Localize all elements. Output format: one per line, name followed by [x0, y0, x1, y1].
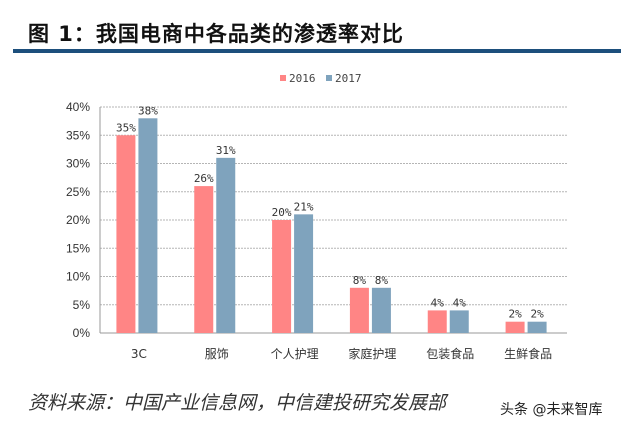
legend-swatch-2016 — [280, 75, 286, 81]
data-label: 26% — [194, 172, 214, 185]
data-label: 38% — [138, 104, 158, 117]
y-tick-label: 10% — [66, 270, 90, 284]
data-label: 4% — [453, 296, 467, 309]
legend-label: 2016 — [289, 72, 316, 85]
x-tick-label: 服饰 — [205, 347, 229, 361]
title-divider — [13, 49, 621, 53]
bar-2016-5 — [505, 321, 525, 333]
data-label: 4% — [431, 296, 445, 309]
bar-2017-2 — [294, 214, 314, 333]
bar-2017-1 — [216, 157, 236, 333]
data-label: 2% — [508, 308, 522, 321]
y-tick-label: 25% — [66, 185, 90, 199]
data-label: 21% — [294, 200, 314, 213]
x-tick-label: 家庭护理 — [348, 346, 396, 361]
data-label: 8% — [375, 274, 389, 287]
x-tick-label: 包装食品 — [426, 346, 474, 361]
bar-2017-4 — [449, 310, 469, 333]
y-tick-label: 30% — [66, 157, 90, 171]
x-tick-label: 生鲜食品 — [504, 346, 552, 361]
y-tick-label: 40% — [66, 100, 90, 114]
bar-2016-0 — [116, 135, 136, 333]
bar-2017-3 — [371, 287, 391, 333]
x-tick-label: 3C — [131, 347, 147, 361]
data-label: 8% — [353, 274, 367, 287]
y-tick-label: 35% — [66, 128, 90, 142]
y-tick-label: 20% — [66, 213, 90, 227]
data-label: 35% — [116, 121, 136, 134]
bar-2016-3 — [349, 287, 369, 333]
legend-label: 2017 — [335, 72, 362, 85]
legend-swatch-2017 — [326, 75, 332, 81]
watermark: 头条 @未来智库 — [500, 402, 603, 418]
y-tick-label: 15% — [66, 241, 90, 255]
bar-2017-0 — [138, 118, 158, 333]
data-label: 31% — [216, 144, 236, 157]
y-tick-label: 5% — [73, 298, 91, 312]
data-label: 2% — [530, 308, 544, 321]
bar-2017-5 — [527, 321, 547, 333]
bar-2016-4 — [427, 310, 447, 333]
bar-2016-2 — [272, 220, 292, 333]
y-tick-label: 0% — [73, 326, 91, 340]
x-tick-label: 个人护理 — [271, 347, 319, 361]
page-title: 图 1：我国电商中各品类的渗透率对比 — [28, 22, 404, 46]
data-label: 20% — [272, 206, 292, 219]
source-note: 资料来源：中国产业信息网，中信建投研究发展部 — [28, 392, 447, 414]
bar-2016-1 — [194, 186, 214, 333]
